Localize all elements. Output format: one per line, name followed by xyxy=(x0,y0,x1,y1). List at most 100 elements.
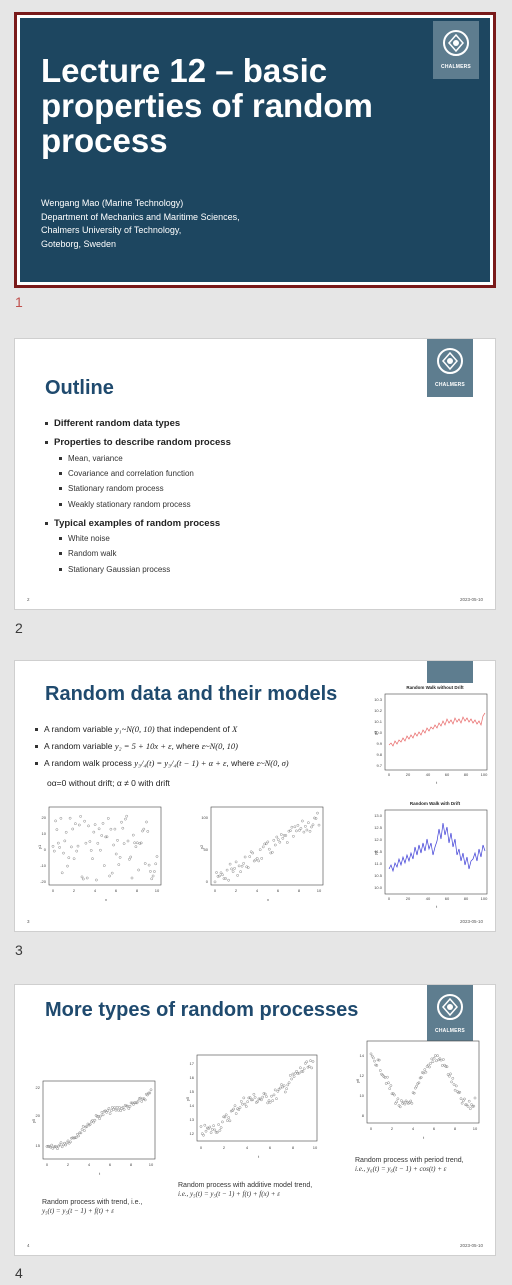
plot-walk-no-drift: Random Walk without Drift 9.79.89.910.01… xyxy=(371,683,491,788)
sub-bullet: White noise xyxy=(59,534,110,543)
svg-text:6: 6 xyxy=(269,1145,272,1150)
scatter-y1: -20-1001020 0 2 4 6 8 10 x y1 xyxy=(35,803,165,913)
sub-bullet: Stationary random process xyxy=(59,484,164,493)
slide-title: Random data and their models xyxy=(45,683,337,706)
svg-text:22: 22 xyxy=(36,1085,41,1090)
svg-text:x: x xyxy=(267,897,269,902)
svg-text:60: 60 xyxy=(445,772,450,777)
logo-fragment xyxy=(427,661,473,683)
footer-page-number: 2 xyxy=(27,597,30,602)
sub-bullet: Stationary Gaussian process xyxy=(59,565,170,574)
svg-text:10.2: 10.2 xyxy=(374,708,383,713)
svg-text:10.3: 10.3 xyxy=(374,697,383,702)
svg-text:40: 40 xyxy=(426,896,431,901)
slide-thumbnail-2[interactable]: CHALMERS Outline Different random data t… xyxy=(14,338,496,610)
svg-text:80: 80 xyxy=(464,772,469,777)
svg-text:4: 4 xyxy=(412,1126,415,1131)
chalmers-logo: CHALMERS xyxy=(427,985,473,1043)
svg-text:t: t xyxy=(436,780,438,785)
svg-text:13.0: 13.0 xyxy=(374,813,383,818)
svg-text:0: 0 xyxy=(46,1162,49,1167)
svg-text:0: 0 xyxy=(388,772,391,777)
scatter-trend: 152022 0 2 4 6 8 10 t y5 xyxy=(29,1077,159,1187)
svg-text:y5: y5 xyxy=(31,1118,36,1123)
footer-page-number: 3 xyxy=(27,919,30,924)
slide-title: Lecture 12 – basic properties of random … xyxy=(41,53,373,158)
svg-text:0: 0 xyxy=(200,1145,203,1150)
svg-text:t: t xyxy=(423,1135,425,1140)
bullet: Different random data types xyxy=(45,418,180,429)
svg-text:8: 8 xyxy=(136,888,139,893)
svg-text:2: 2 xyxy=(223,1145,226,1150)
svg-text:10.0: 10.0 xyxy=(374,885,383,890)
svg-text:12.0: 12.0 xyxy=(374,837,383,842)
svg-text:2: 2 xyxy=(235,888,238,893)
slide-title: Outline xyxy=(45,377,114,400)
slide-number-4: 4 xyxy=(15,1265,23,1281)
svg-text:8: 8 xyxy=(130,1162,133,1167)
svg-text:11.0: 11.0 xyxy=(375,861,383,866)
svg-text:13: 13 xyxy=(190,1117,195,1122)
chalmers-logo: CHALMERS xyxy=(433,21,479,79)
svg-text:2: 2 xyxy=(73,888,76,893)
slide-number-2: 2 xyxy=(15,620,23,636)
plot-walk-drift: Random Walk with Drift 10.010.511.011.51… xyxy=(371,799,491,919)
svg-text:y5: y5 xyxy=(185,1096,190,1101)
svg-text:10: 10 xyxy=(473,1126,478,1131)
svg-text:4: 4 xyxy=(246,1145,249,1150)
svg-text:8: 8 xyxy=(292,1145,295,1150)
svg-text:8: 8 xyxy=(298,888,301,893)
svg-text:0: 0 xyxy=(388,896,391,901)
svg-text:y2: y2 xyxy=(199,844,204,849)
drift-note: oα=0 without drift; α ≠ 0 with drift xyxy=(47,778,170,788)
slide-thumbnail-3[interactable]: Random data and their models A random va… xyxy=(14,660,496,932)
svg-text:10.5: 10.5 xyxy=(374,873,383,878)
svg-text:14: 14 xyxy=(190,1103,195,1108)
svg-text:2: 2 xyxy=(67,1162,70,1167)
slide-number-1: 1 xyxy=(15,294,23,310)
caption-trend: Random process with trend, i.e., y₅(t) = … xyxy=(42,1198,142,1216)
svg-text:100: 100 xyxy=(481,896,488,901)
svg-text:10: 10 xyxy=(42,831,47,836)
svg-text:12: 12 xyxy=(360,1073,365,1078)
svg-text:0: 0 xyxy=(52,888,55,893)
svg-text:t: t xyxy=(258,1154,260,1159)
svg-text:12.5: 12.5 xyxy=(374,825,383,830)
svg-text:14: 14 xyxy=(360,1053,365,1058)
svg-text:t: t xyxy=(99,1171,101,1176)
footer-date: 2023-05-10 xyxy=(460,1243,483,1248)
svg-text:y6: y6 xyxy=(355,1078,360,1083)
svg-text:20: 20 xyxy=(406,896,411,901)
svg-text:16: 16 xyxy=(190,1075,195,1080)
chalmers-logo: CHALMERS xyxy=(427,339,473,397)
svg-text:15: 15 xyxy=(36,1143,41,1148)
footer-page-number: 4 xyxy=(27,1243,30,1248)
svg-text:0: 0 xyxy=(44,847,47,852)
footer-date: 2023-05-10 xyxy=(460,919,483,924)
svg-text:6: 6 xyxy=(277,888,280,893)
slide-thumbnail-1[interactable]: Lecture 12 – basic properties of random … xyxy=(14,12,496,288)
bullet: A random walk process y₃/₄(t) = y₃/₄(t −… xyxy=(35,758,289,768)
svg-text:y1: y1 xyxy=(37,844,42,849)
svg-text:10: 10 xyxy=(317,888,322,893)
bullet: Properties to describe random process xyxy=(45,437,231,448)
svg-text:6: 6 xyxy=(115,888,118,893)
svg-text:60: 60 xyxy=(445,896,450,901)
svg-text:-10: -10 xyxy=(40,863,47,868)
footer-date: 2023-05-10 xyxy=(460,597,483,602)
svg-text:6: 6 xyxy=(109,1162,112,1167)
scatter-period: 8101214 0 2 4 6 8 10 t y6 xyxy=(353,1037,483,1149)
svg-text:9.9: 9.9 xyxy=(376,741,382,746)
caption-additive: Random process with additive model trend… xyxy=(178,1181,312,1199)
scatter-y2: 050100 0 2 4 6 8 10 x y2 xyxy=(197,803,327,913)
slide-number-3: 3 xyxy=(15,942,23,958)
svg-text:x: x xyxy=(105,897,107,902)
bullet: A random variable y₂ = 5 + 10x + ε, wher… xyxy=(35,741,238,751)
sub-bullet: Covariance and correlation function xyxy=(59,469,194,478)
bullet: Typical examples of random process xyxy=(45,518,220,529)
slide-thumbnail-4[interactable]: CHALMERS More types of random processes … xyxy=(14,984,496,1256)
author-info: Wengang Mao (Marine Technology) Departme… xyxy=(41,197,240,251)
svg-text:0: 0 xyxy=(370,1126,373,1131)
sub-bullet: Weakly stationary random process xyxy=(59,500,191,509)
svg-text:0: 0 xyxy=(206,879,209,884)
